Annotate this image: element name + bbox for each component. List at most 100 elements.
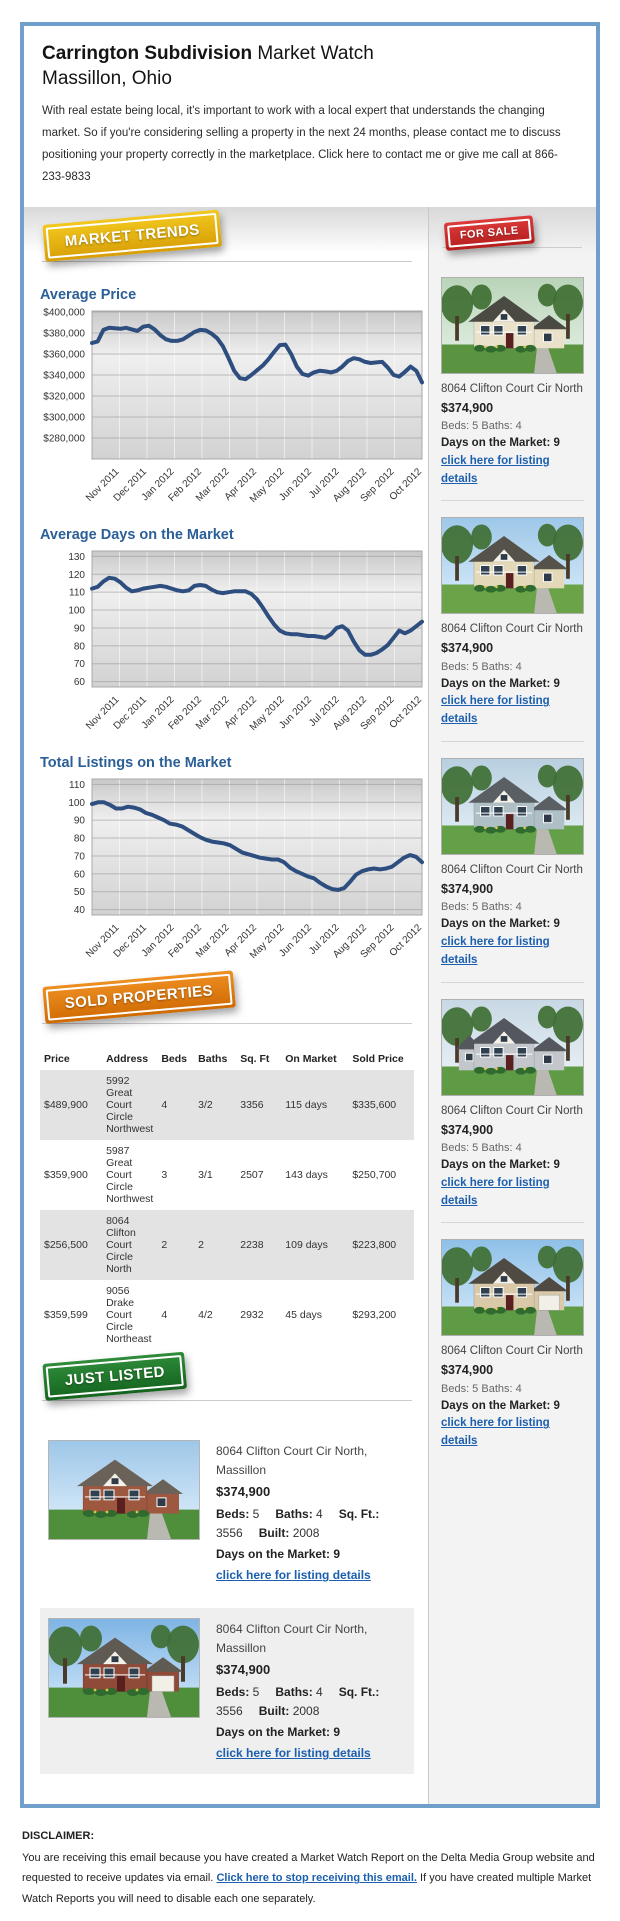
average-price-title: Average Price (40, 286, 137, 303)
for-sale-header: FOR SALE (441, 215, 584, 261)
listing-details: 8064 Clifton Court Cir North $374,900 Beds… (441, 1103, 584, 1211)
just-listed-header: JUST LISTED (40, 1351, 414, 1418)
table-cell: 2 (161, 1238, 168, 1251)
listing-details-link[interactable]: click here for listing details (441, 695, 550, 726)
sold-properties-header: SOLD PROPERTIES (40, 970, 414, 1041)
table-cell: 2932 (240, 1308, 264, 1321)
listing-specs: Beds: 5 Baths: 4 Sq. Ft.: 3556 Built: 2008 (216, 1505, 406, 1543)
for-sale-listing: 8064 Clifton Court Cir North $374,900 Beds… (441, 267, 584, 502)
listing-days-on-market: Days on the Market: 9 (441, 1399, 560, 1412)
table-cell: 8064 Clifton Court Circle North (106, 1214, 136, 1275)
listing-spec: Sq. Ft.: 3556 (216, 1506, 380, 1541)
sold-properties-table: Price Address Beds Baths Sq. Ft On Market Sold… (40, 1047, 414, 1350)
listing-details-link[interactable]: click here for listing details (441, 1176, 550, 1207)
just-listed-list: 8064 Clifton Court Cir North, Massillon $… (40, 1430, 414, 1774)
listing-beds-baths: Beds: 5 Baths: 4 (441, 660, 522, 673)
listing-address: 8064 Clifton Court Cir North, Massillon (216, 1621, 368, 1655)
listing-price: $374,900 (441, 1122, 494, 1137)
main-column: MARKET TRENDS Average Price $280,000 $300… (24, 206, 428, 1804)
for-sale-listing: 8064 Clifton Court Cir North $374,900 Beds… (441, 1229, 584, 1463)
svg-text:60: 60 (74, 677, 86, 688)
listing-price: $374,900 (441, 1363, 494, 1378)
listing-photo[interactable] (441, 1239, 584, 1337)
listing-days-on-market: Days on the Market: 9 (441, 436, 560, 449)
svg-text:$280,000: $280,000 (43, 433, 85, 444)
total-listings-title: Total Listings on the Market (40, 754, 232, 771)
table-cell: 4 (161, 1098, 168, 1111)
listing-spec: Baths: 4 (275, 1684, 323, 1699)
sold-table-head: Price Address Beds Baths Sq. Ft On Market Sold… (40, 1047, 414, 1070)
svg-text:80: 80 (74, 833, 86, 844)
total-listings-section: Total Listings on the Market 40 50 60 70 80 9… (40, 754, 424, 971)
svg-text:70: 70 (74, 851, 86, 862)
listing-photo[interactable] (48, 1439, 200, 1540)
svg-text:130: 130 (68, 552, 85, 563)
market-trends-badge-label: MARKET TRENDS (45, 212, 219, 259)
table-cell: 2507 (240, 1168, 264, 1181)
listing-details-link[interactable]: click here for listing details (441, 454, 550, 485)
listing-photo[interactable] (441, 998, 584, 1096)
for-sale-sidebar: FOR SALE 8064 Clifton Court Cir North $37… (428, 206, 596, 1804)
svg-text:70: 70 (74, 659, 86, 670)
table-cell: 4 (161, 1308, 168, 1321)
table-cell: 2238 (240, 1238, 264, 1251)
svg-text:110: 110 (69, 780, 85, 791)
svg-text:$300,000: $300,000 (43, 412, 85, 423)
table-header-row: Price Address Beds Baths Sq. Ft On Market Sold… (40, 1047, 414, 1070)
email-frame: Carrington Subdivision Market Watch Mass… (20, 22, 600, 1808)
table-cell: 2 (198, 1238, 204, 1251)
table-cell: 9056 Drake Court Circle Northeast (106, 1284, 152, 1345)
page-title: Carrington Subdivision Market Watch (42, 42, 578, 67)
table-header-cell: Sq. Ft (240, 1052, 270, 1065)
listing-beds-baths: Beds: 5 Baths: 4 (441, 1141, 522, 1154)
table-cell: 5992 Great Court Circle Northwest (106, 1074, 154, 1135)
svg-text:100: 100 (68, 605, 85, 616)
content-columns: MARKET TRENDS Average Price $280,000 $300… (24, 206, 596, 1804)
house-photo-illustration (442, 999, 583, 1095)
table-cell: 3356 (240, 1098, 264, 1111)
unsubscribe-link[interactable]: Click here to stop receiving this email. (216, 1872, 417, 1885)
listing-details: 8064 Clifton Court Cir North, Massillon $… (216, 1440, 406, 1586)
table-cell: 3/2 (198, 1098, 213, 1111)
header: Carrington Subdivision Market Watch Mass… (24, 26, 596, 207)
svg-text:90: 90 (74, 623, 86, 634)
disclaimer: DISCLAIMER: You are receiving this email… (22, 1826, 598, 1909)
house-photo-illustration (442, 518, 583, 614)
page-subtitle: Massillon, Ohio (42, 67, 172, 89)
listing-photo[interactable] (441, 758, 584, 856)
page-title-rest: Market Watch (252, 43, 374, 64)
table-cell: 45 days (285, 1308, 323, 1321)
listing-details: 8064 Clifton Court Cir North $374,900 Beds… (441, 621, 584, 729)
house-photo-illustration (49, 1440, 199, 1539)
divider (42, 1399, 412, 1401)
listing-photo[interactable] (441, 276, 584, 374)
table-cell: $250,700 (352, 1168, 397, 1181)
table-cell: $256,500 (44, 1238, 88, 1251)
disclaimer-text: You are receiving this email because you… (22, 1848, 598, 1909)
listing-photo[interactable] (441, 517, 584, 615)
listing-spec: Beds: 5 (216, 1506, 260, 1521)
listing-details-link[interactable]: click here for listing details (441, 936, 550, 966)
listing-details-link[interactable]: click here for listing details (216, 1746, 371, 1761)
for-sale-listing: 8064 Clifton Court Cir North $374,900 Beds… (441, 989, 584, 1224)
listing-price: $374,900 (441, 400, 494, 415)
just-listed-badge-label: JUST LISTED (45, 1354, 185, 1398)
for-sale-listing: 8064 Clifton Court Cir North $374,900 Beds… (441, 507, 584, 743)
for-sale-badge: FOR SALE (443, 215, 535, 251)
average-price-section: Average Price $280,000 $300,000 $320,000 $3… (40, 286, 424, 515)
svg-text:120: 120 (68, 570, 85, 581)
svg-text:40: 40 (74, 905, 86, 916)
listing-photo[interactable] (48, 1617, 200, 1718)
listing-details-link[interactable]: click here for listing details (216, 1568, 371, 1583)
listing-days-on-market: Days on the Market: 9 (441, 677, 560, 690)
listing-price: $374,900 (441, 641, 494, 656)
house-photo-illustration (442, 1240, 583, 1336)
for-sale-listing: 8064 Clifton Court Cir North $374,900 Beds… (441, 748, 584, 983)
listing-details-link[interactable]: click here for listing details (441, 1417, 550, 1448)
table-header-cell: On Market (285, 1052, 337, 1065)
listing-address: 8064 Clifton Court Cir North (441, 623, 583, 636)
table-cell: $359,900 (44, 1168, 88, 1181)
listing-spec: Beds: 5 (216, 1684, 260, 1699)
table-row: $359,599 9056 Drake Court Circle Northeas… (40, 1280, 414, 1350)
